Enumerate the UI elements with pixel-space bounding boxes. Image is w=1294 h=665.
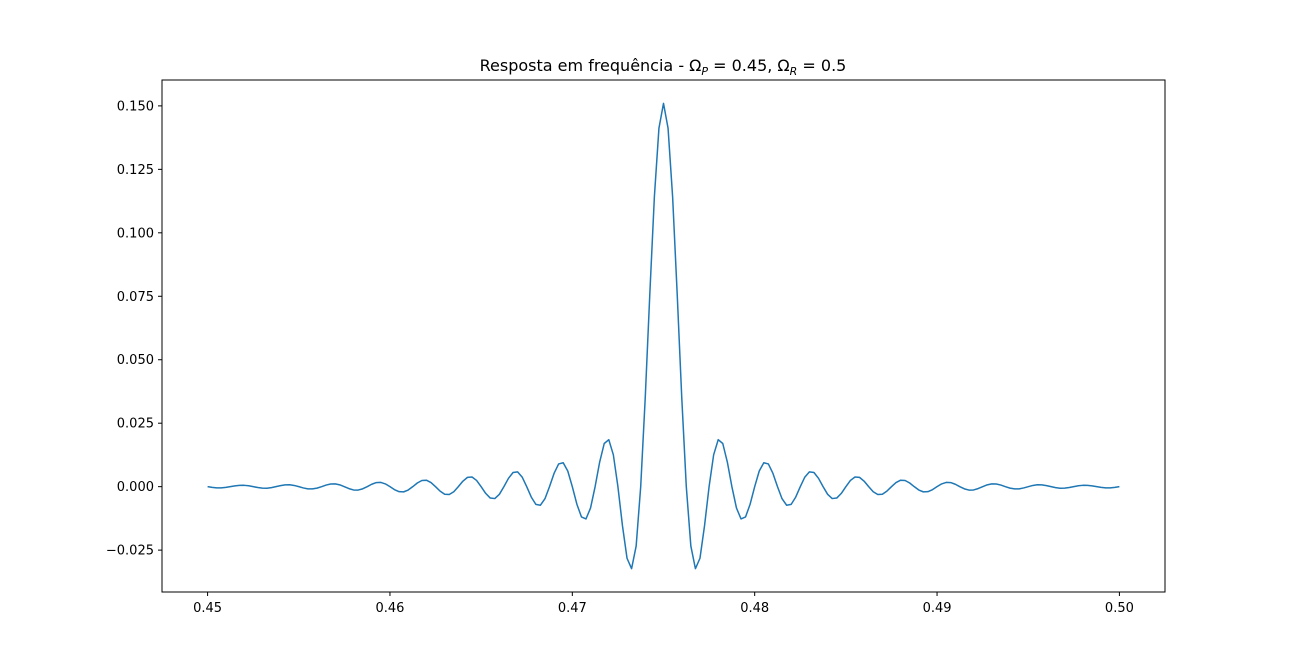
plot-frame [161, 79, 1166, 593]
y-tick-label: 0.000 [117, 480, 154, 495]
x-tick-label: 0.50 [1105, 601, 1134, 616]
y-tick-label: 0.150 [117, 99, 154, 114]
y-tick-label: −0.025 [106, 544, 154, 559]
y-tick-label: 0.075 [117, 290, 154, 305]
x-tick-label: 0.45 [193, 601, 222, 616]
title-part: = 0.5 [797, 56, 846, 75]
title-part: Resposta em frequência - Ω [480, 56, 702, 75]
y-tick-label: 0.025 [117, 417, 154, 432]
x-tick-label: 0.48 [740, 601, 769, 616]
x-tick-label: 0.49 [923, 601, 952, 616]
title-part: = 0.45, Ω [708, 56, 790, 75]
title-sub: P [701, 65, 708, 78]
x-tick-label: 0.47 [558, 601, 587, 616]
y-tick-label: 0.125 [117, 163, 154, 178]
title-sub: R [790, 65, 798, 78]
chart-title: Resposta em frequência - ΩP = 0.45, ΩR =… [480, 56, 847, 78]
y-tick-label: 0.100 [117, 226, 154, 241]
data-line [207, 102, 1120, 570]
x-tick-label: 0.46 [375, 601, 404, 616]
y-tick-label: 0.050 [117, 353, 154, 368]
